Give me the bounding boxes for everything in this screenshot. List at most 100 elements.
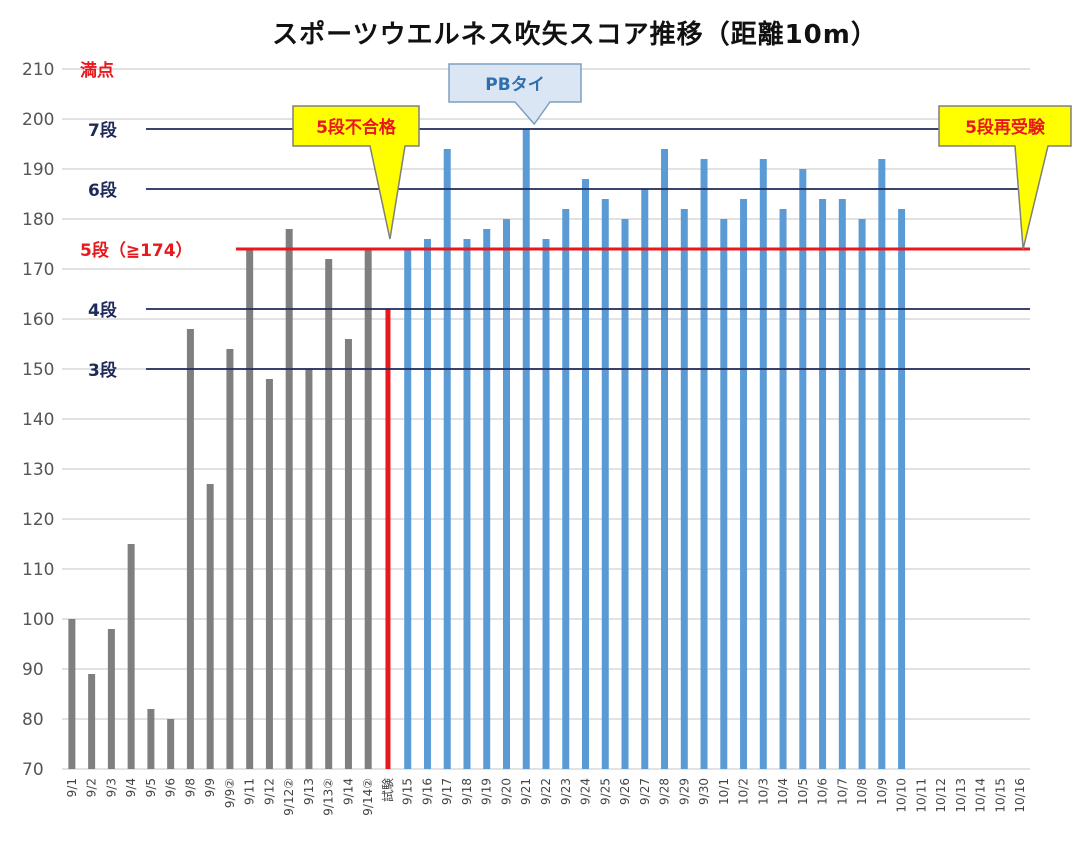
bar	[325, 259, 333, 769]
x-tick-label: 9/12②	[282, 778, 296, 816]
callout-shape	[448, 63, 582, 126]
bar	[344, 339, 352, 769]
y-tick-label: 160	[22, 310, 54, 330]
y-tick-label: 90	[22, 660, 44, 680]
bar	[582, 179, 590, 769]
x-tick-label: 9/22	[539, 778, 553, 805]
y-tick-label: 180	[22, 210, 54, 230]
bar	[542, 239, 550, 769]
y-tick-label: 150	[22, 360, 54, 380]
bar	[502, 219, 510, 769]
bar	[423, 239, 431, 769]
x-tick-label: 10/15	[993, 778, 1007, 813]
x-tick-label: 9/30	[697, 778, 711, 805]
bar	[799, 169, 807, 769]
bar	[68, 619, 76, 769]
y-tick-label: 140	[22, 410, 54, 430]
bar	[443, 149, 451, 769]
callout-text: PBタイ	[485, 75, 544, 95]
x-tick-label: 10/16	[1013, 778, 1027, 813]
reference-label: 満点	[80, 60, 114, 81]
x-tick-label: 10/2	[737, 778, 751, 805]
callout-5dan-retest: 5段再受験	[938, 105, 1072, 250]
y-tick-label: 170	[22, 260, 54, 280]
y-tick-label: 210	[22, 60, 54, 80]
x-tick-label: 10/6	[816, 778, 830, 805]
bar	[522, 129, 530, 769]
x-tick-label: 試験	[380, 778, 395, 802]
x-tick-label: 9/11	[243, 778, 257, 805]
callout-shape	[938, 105, 1072, 250]
bar	[127, 544, 135, 769]
x-tick-label: 10/11	[914, 778, 928, 813]
bar	[147, 709, 155, 769]
y-tick-label: 80	[22, 710, 44, 730]
bar	[206, 484, 214, 769]
callout-text: 5段不合格	[316, 117, 397, 138]
bar	[364, 249, 372, 769]
bar	[601, 199, 609, 769]
y-tick-label: 120	[22, 510, 54, 530]
bar	[226, 349, 234, 769]
bar	[878, 159, 886, 769]
bar	[265, 379, 273, 769]
x-tick-label: 10/10	[895, 778, 909, 813]
x-tick-label: 9/4	[124, 778, 138, 797]
x-tick-label: 9/19	[480, 778, 494, 805]
bar	[404, 249, 412, 769]
x-tick-label: 9/6	[164, 778, 178, 797]
reference-label: 3段	[88, 360, 117, 381]
bar	[898, 209, 906, 769]
x-tick-label: 10/8	[855, 778, 869, 805]
y-tick-label: 70	[22, 760, 44, 780]
callout-pb-tie: PBタイ	[448, 63, 582, 126]
x-tick-label: 10/12	[934, 778, 948, 813]
x-tick-label: 9/13②	[322, 778, 336, 816]
x-tick-label: 9/16	[420, 778, 434, 805]
bar	[720, 219, 728, 769]
x-tick-label: 9/24	[579, 778, 593, 805]
x-tick-label: 9/13	[302, 778, 316, 805]
reference-label: 4段	[88, 300, 117, 321]
x-tick-label: 10/5	[796, 778, 810, 805]
reference-label: 5段（≧174）	[80, 240, 193, 261]
x-tick-label: 9/28	[658, 778, 672, 805]
x-tick-label: 10/4	[776, 778, 790, 805]
bar	[740, 199, 748, 769]
bar	[641, 189, 649, 769]
bar	[483, 229, 491, 769]
x-tick-label: 10/1	[717, 778, 731, 805]
x-tick-label: 9/26	[618, 778, 632, 805]
x-tick-label: 9/9②	[223, 778, 237, 808]
reference-label: 6段	[88, 180, 117, 201]
y-tick-label: 190	[22, 160, 54, 180]
callout-5dan-fail: 5段不合格	[292, 105, 420, 240]
bar	[167, 719, 175, 769]
bar	[759, 159, 767, 769]
x-tick-label: 9/23	[559, 778, 573, 805]
x-tick-label: 10/9	[875, 778, 889, 805]
bar	[385, 309, 391, 769]
reference-label: 7段	[88, 120, 117, 141]
bar	[621, 219, 629, 769]
bar	[858, 219, 866, 769]
x-tick-label: 10/3	[756, 778, 770, 805]
y-tick-label: 110	[22, 560, 54, 580]
x-tick-label: 9/17	[440, 778, 454, 805]
bar	[463, 239, 471, 769]
y-tick-label: 200	[22, 110, 54, 130]
x-tick-label: 10/7	[835, 778, 849, 805]
bar	[305, 369, 313, 769]
bar	[562, 209, 570, 769]
y-tick-label: 130	[22, 460, 54, 480]
bar	[838, 199, 846, 769]
x-tick-label: 9/15	[401, 778, 415, 805]
x-tick-label: 9/27	[638, 778, 652, 805]
bar	[680, 209, 688, 769]
bar	[246, 249, 254, 769]
x-tick-label: 9/25	[598, 778, 612, 805]
x-tick-label: 9/29	[677, 778, 691, 805]
bar	[186, 329, 194, 769]
